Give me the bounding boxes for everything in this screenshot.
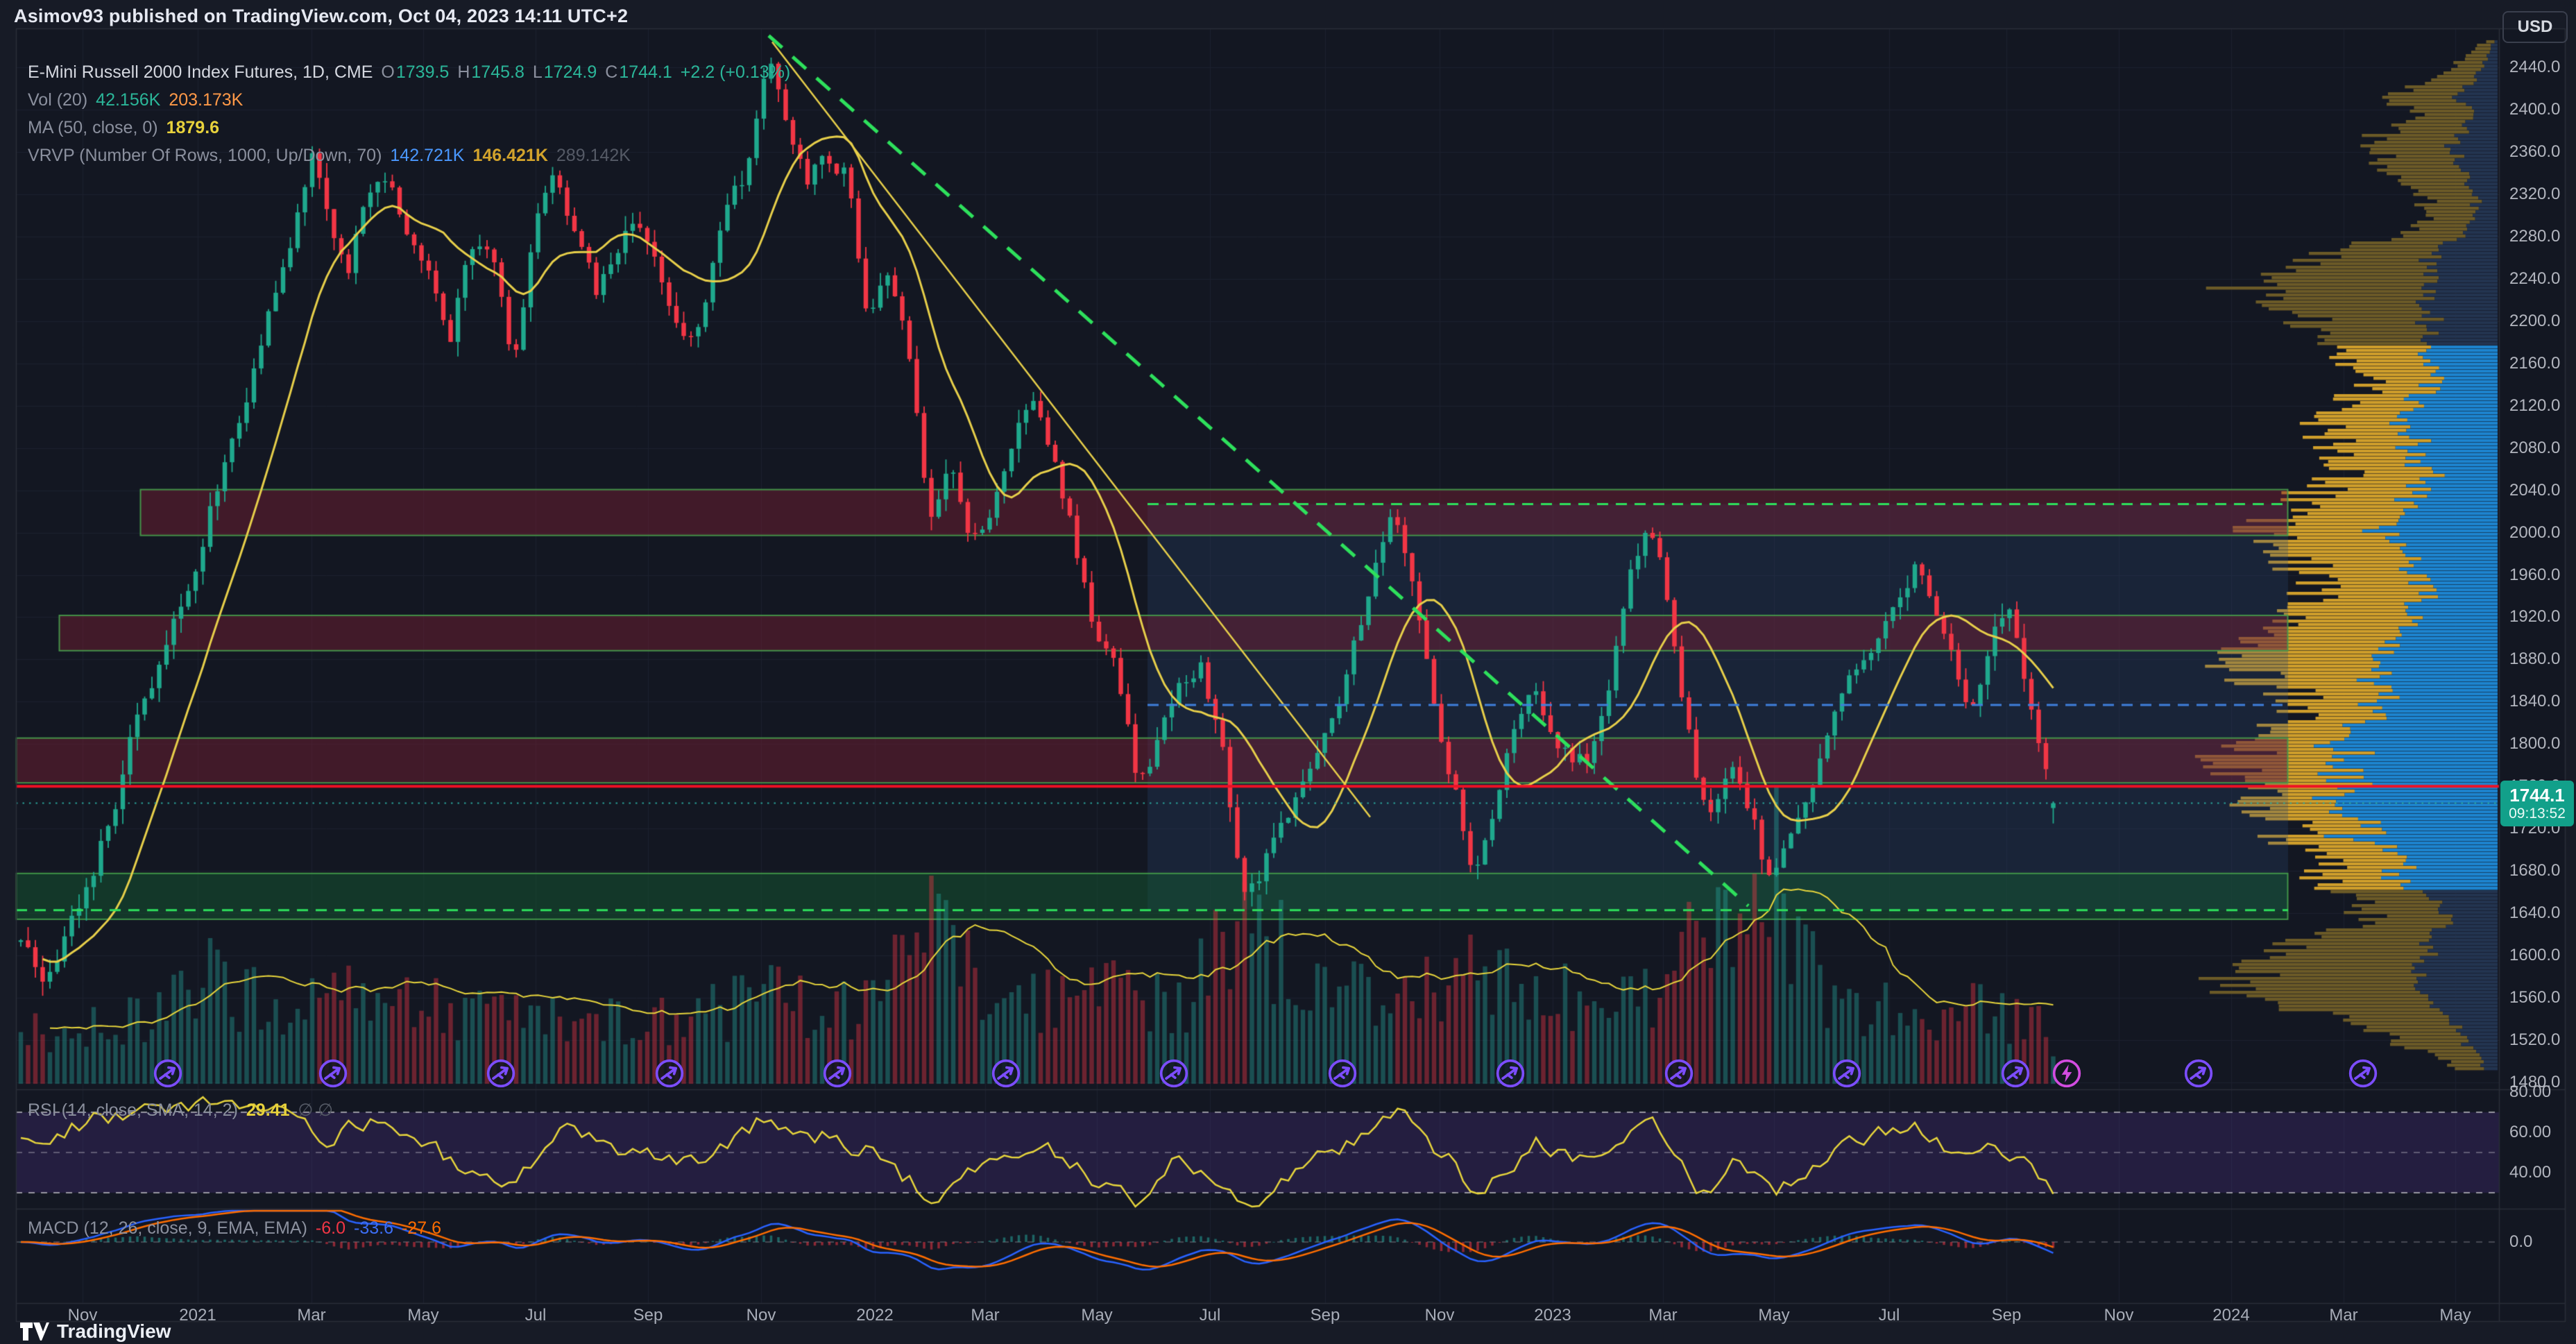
indicator-legend: E-Mini Russell 2000 Index Futures, 1D, C… bbox=[28, 58, 799, 169]
price-tick: 1640.0 bbox=[2509, 903, 2561, 923]
contract-rollover-icon[interactable] bbox=[654, 1058, 685, 1089]
time-tick: Sep bbox=[1991, 1306, 2022, 1325]
time-tick: Mar bbox=[1648, 1306, 1678, 1325]
last-price-label: 1744.1 09:13:52 bbox=[2500, 781, 2574, 826]
time-tick: Jul bbox=[1878, 1306, 1900, 1325]
time-tick: Mar bbox=[2329, 1306, 2358, 1325]
price-tick: 2160.0 bbox=[2509, 353, 2561, 373]
price-tick: 2400.0 bbox=[2509, 99, 2561, 119]
current-contract-icon[interactable] bbox=[2052, 1058, 2082, 1089]
price-tick: 2240.0 bbox=[2509, 269, 2561, 288]
time-tick: 2022 bbox=[856, 1306, 894, 1325]
vrvp-row: VRVP (Number Of Rows, 1000, Up/Down, 70)… bbox=[28, 145, 631, 165]
volume-row: Vol (20) 42.156K 203.173K bbox=[28, 90, 244, 110]
rsi-tick: 40.00 bbox=[2509, 1163, 2552, 1182]
contract-rollover-icon[interactable] bbox=[2000, 1058, 2031, 1089]
price-tick: 2440.0 bbox=[2509, 58, 2561, 76]
contract-rollover-icon[interactable] bbox=[991, 1058, 1021, 1089]
bar-countdown: 09:13:52 bbox=[2509, 806, 2566, 822]
time-tick: Jul bbox=[524, 1306, 547, 1325]
rsi-tick: 60.00 bbox=[2509, 1123, 2552, 1141]
contract-rollover-icon[interactable] bbox=[1664, 1058, 1694, 1089]
price-tick: 1800.0 bbox=[2509, 734, 2561, 754]
price-tick: 2080.0 bbox=[2509, 438, 2561, 457]
time-tick: Mar bbox=[297, 1306, 326, 1325]
contract-rollover-icon[interactable] bbox=[1495, 1058, 1526, 1089]
price-tick: 1520.0 bbox=[2509, 1030, 2561, 1050]
symbol-row: E-Mini Russell 2000 Index Futures, 1D, C… bbox=[28, 62, 791, 82]
price-tick: 1480.0 bbox=[2509, 1073, 2561, 1092]
time-tick: Sep bbox=[1310, 1306, 1340, 1325]
time-tick: Mar bbox=[971, 1306, 1000, 1325]
time-tick: 2023 bbox=[1534, 1306, 1571, 1325]
price-tick: 1600.0 bbox=[2509, 946, 2561, 965]
ma-row: MA (50, close, 0) 1879.6 bbox=[28, 117, 220, 137]
price-tick: 2040.0 bbox=[2509, 480, 2561, 500]
contract-rollover-icon[interactable] bbox=[486, 1058, 516, 1089]
time-tick: May bbox=[1081, 1306, 1113, 1325]
tradingview-logo[interactable] bbox=[19, 1322, 50, 1341]
price-tick: 2320.0 bbox=[2509, 184, 2561, 203]
time-tick: Nov bbox=[746, 1306, 776, 1325]
price-tick: 1880.0 bbox=[2509, 649, 2561, 669]
contract-rollover-icon[interactable] bbox=[2183, 1058, 2214, 1089]
time-tick: Nov bbox=[1424, 1306, 1455, 1325]
symbol-title: E-Mini Russell 2000 Index Futures, 1D, C… bbox=[28, 62, 373, 82]
time-tick: 2021 bbox=[179, 1306, 216, 1325]
price-tick: 2000.0 bbox=[2509, 522, 2561, 542]
time-tick: Nov bbox=[2104, 1306, 2134, 1325]
brand-name: TradingView bbox=[57, 1320, 171, 1342]
macd-legend: MACD (12, 26, close, 9, EMA, EMA) -6.0 -… bbox=[28, 1218, 441, 1238]
price-tick: 2280.0 bbox=[2509, 226, 2561, 246]
time-tick: Jul bbox=[1199, 1306, 1221, 1325]
macd-zero-tick: 0.0 bbox=[2509, 1232, 2533, 1251]
price-tick: 2200.0 bbox=[2509, 311, 2561, 330]
price-tick: 1920.0 bbox=[2509, 607, 2561, 627]
rsi-legend: RSI (14, close, SMA, 14, 2) 29.41 ∅ ∅ bbox=[28, 1100, 333, 1121]
currency-button[interactable]: USD bbox=[2502, 11, 2568, 43]
contract-rollover-icon[interactable] bbox=[822, 1058, 853, 1089]
published-byline: Asimov93 published on TradingView.com, O… bbox=[14, 6, 629, 26]
contract-rollover-icon[interactable] bbox=[1832, 1058, 1862, 1089]
contract-rollover-icon[interactable] bbox=[2348, 1058, 2378, 1089]
price-tick: 2360.0 bbox=[2509, 142, 2561, 161]
price-tick: 1960.0 bbox=[2509, 565, 2561, 584]
time-tick: May bbox=[407, 1306, 439, 1325]
price-tick: 1680.0 bbox=[2509, 861, 2561, 881]
last-price-value: 1744.1 bbox=[2509, 785, 2565, 806]
price-tick: 1840.0 bbox=[2509, 692, 2561, 711]
price-tick: 1560.0 bbox=[2509, 988, 2561, 1007]
contract-rollover-icon[interactable] bbox=[153, 1058, 183, 1089]
time-tick: May bbox=[2439, 1306, 2471, 1325]
time-tick: Nov bbox=[67, 1306, 98, 1325]
contract-rollover-icon[interactable] bbox=[318, 1058, 348, 1089]
rsi-tick: 80.00 bbox=[2509, 1082, 2552, 1101]
contract-rollover-icon[interactable] bbox=[1327, 1058, 1358, 1089]
time-tick: May bbox=[1758, 1306, 1790, 1325]
time-tick: Sep bbox=[633, 1306, 663, 1325]
contract-rollover-icon[interactable] bbox=[1159, 1058, 1189, 1089]
time-tick: 2024 bbox=[2212, 1306, 2250, 1325]
footer-bar: TradingView bbox=[19, 1320, 171, 1343]
price-tick: 2120.0 bbox=[2509, 395, 2561, 415]
